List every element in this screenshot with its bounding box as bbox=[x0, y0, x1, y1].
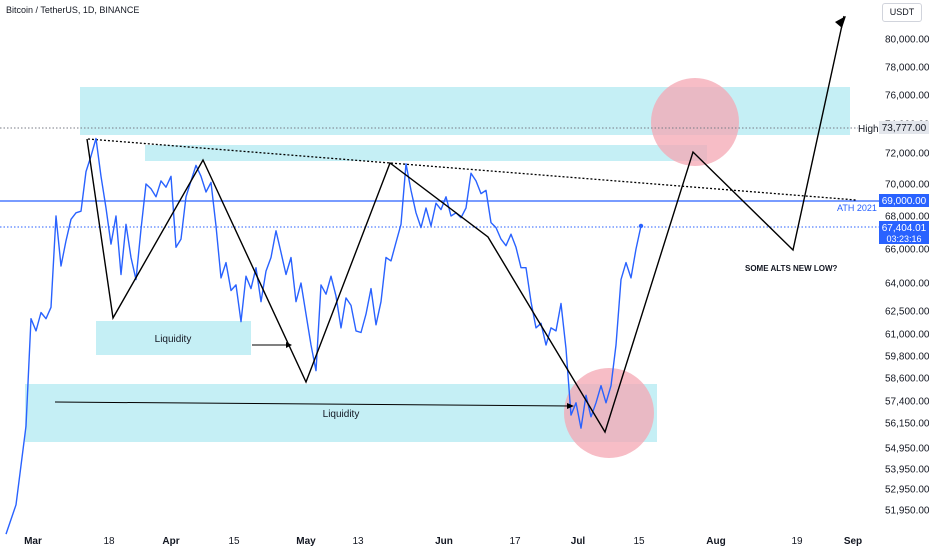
x-tick-label: 15 bbox=[228, 536, 240, 547]
y-tick-label: 76,000.00 bbox=[885, 91, 930, 102]
high-value: 73,777.00 bbox=[882, 123, 927, 134]
current-price-value: 67,404.01 bbox=[882, 223, 927, 234]
liquidity-arrow-upper-head bbox=[286, 342, 292, 348]
current-price-badge bbox=[879, 221, 929, 244]
ath-value-badge bbox=[879, 194, 929, 207]
x-tick-label: 19 bbox=[791, 536, 803, 547]
y-tick-label: 54,950.00 bbox=[885, 444, 930, 455]
ath-value: 69,000.00 bbox=[882, 196, 927, 207]
x-tick-label: 13 bbox=[352, 536, 364, 547]
last-price-dot bbox=[638, 223, 644, 229]
resistance-zone-small bbox=[145, 145, 707, 161]
target-circle-lower bbox=[564, 368, 654, 458]
target-circle-upper bbox=[651, 78, 739, 166]
x-tick-label: Sep bbox=[844, 536, 862, 547]
x-axis: Mar 18 Apr 15 May 13 Jun 17 Jul 15 Aug 19 Sep bbox=[24, 536, 862, 547]
liquidity-zone-upper bbox=[96, 321, 251, 355]
y-tick-label: 58,600.00 bbox=[885, 374, 930, 385]
liquidity-zone-lower bbox=[25, 384, 657, 442]
x-tick-label: 17 bbox=[509, 536, 521, 547]
x-tick-label: Aug bbox=[706, 536, 725, 547]
x-tick-label: May bbox=[296, 536, 316, 547]
x-tick-label: Jun bbox=[435, 536, 453, 547]
y-axis: 51,950.00 52,950.00 53,950.00 54,950.00 56,1… bbox=[885, 35, 930, 517]
y-tick-label: 62,500.00 bbox=[885, 307, 930, 318]
liquidity-arrow-lower-head bbox=[567, 403, 574, 409]
y-tick-label: 70,000.00 bbox=[885, 180, 930, 191]
y-tick-label: 80,000.00 bbox=[885, 35, 930, 46]
y-tick-label: 53,950.00 bbox=[885, 465, 930, 476]
descending-trendline bbox=[87, 138, 857, 201]
y-tick-label: 61,000.00 bbox=[885, 330, 930, 341]
projection-arrowhead bbox=[835, 16, 846, 28]
liquidity-arrow-lower bbox=[54, 401, 571, 407]
y-tick-label: 72,000.00 bbox=[885, 149, 930, 160]
x-tick-label: Jul bbox=[571, 536, 586, 547]
x-tick-label: Apr bbox=[162, 536, 179, 547]
y-tick-label: 56,150.00 bbox=[885, 419, 930, 430]
liquidity-label-upper: Liquidity bbox=[155, 334, 192, 345]
ath-label: ATH 2021 bbox=[837, 203, 877, 213]
y-tick-label: 64,000.00 bbox=[885, 279, 930, 290]
y-tick-label: 78,000.00 bbox=[885, 63, 930, 74]
y-tick-label: 51,950.00 bbox=[885, 506, 930, 517]
chart-title: Bitcoin / TetherUS, 1D, BINANCE bbox=[6, 5, 139, 15]
y-tick-label: 59,800.00 bbox=[885, 352, 930, 363]
y-tick-label: 52,950.00 bbox=[885, 485, 930, 496]
currency-selector[interactable]: USDT bbox=[882, 3, 922, 22]
alts-note: SOME ALTS NEW LOW? bbox=[745, 264, 838, 273]
x-tick-label: 18 bbox=[103, 536, 115, 547]
projection-zigzag bbox=[86, 15, 845, 434]
x-tick-label: 15 bbox=[633, 536, 645, 547]
y-tick-label: 66,000.00 bbox=[885, 245, 930, 256]
high-label: High bbox=[858, 124, 879, 135]
candle-countdown: 03:23:16 bbox=[886, 234, 921, 244]
high-value-badge bbox=[879, 121, 929, 134]
y-tick-label: 57,400.00 bbox=[885, 397, 930, 408]
price-series-line bbox=[5, 137, 642, 535]
x-tick-label: Mar bbox=[24, 536, 42, 547]
y-tick-label: 68,000.00 bbox=[885, 212, 930, 223]
liquidity-label-lower: Liquidity bbox=[323, 409, 360, 420]
